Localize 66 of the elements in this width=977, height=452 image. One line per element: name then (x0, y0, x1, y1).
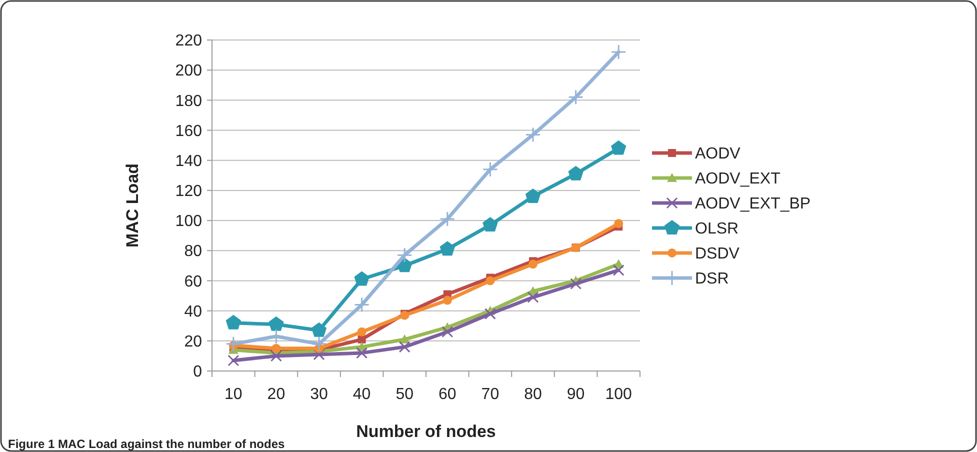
caption: Figure 1 MAC Load against the number of nodes (8, 437, 286, 451)
legend-label: AODV_EXT (695, 170, 781, 188)
point (396, 247, 412, 263)
point (482, 162, 498, 178)
point (356, 347, 368, 359)
x-tick-label: 90 (566, 386, 585, 403)
point (358, 335, 366, 344)
point (228, 354, 240, 366)
x-tick-label: 30 (310, 386, 328, 403)
legend-label: AODV_EXT_BP (695, 196, 811, 213)
point (482, 217, 498, 232)
point (525, 127, 541, 143)
point (611, 140, 626, 155)
point (357, 327, 366, 336)
x-tick-label: 50 (396, 386, 414, 403)
point (268, 316, 284, 331)
y-tick-label: 20 (184, 334, 202, 351)
point (525, 188, 541, 203)
x-tick-label: 20 (267, 386, 286, 403)
legend-label: DSR (695, 270, 729, 288)
point (268, 328, 284, 344)
y-tick-label: 120 (175, 183, 202, 200)
x-tick-label: 10 (224, 386, 242, 403)
point (313, 348, 325, 360)
x-tick-label: 70 (481, 386, 500, 403)
y-tick-label: 220 (175, 32, 202, 50)
point (528, 260, 538, 269)
x-tick-label: 60 (438, 386, 456, 403)
y-tick-label: 200 (175, 62, 202, 80)
y-tick-label: 160 (175, 122, 202, 140)
x-axis-title: Number of nodes (356, 422, 496, 441)
point (568, 89, 584, 105)
point (311, 336, 327, 352)
point (612, 264, 624, 276)
legend-label: DSDV (695, 246, 740, 263)
point (440, 211, 456, 227)
point (311, 322, 327, 337)
point (226, 314, 241, 330)
y-tick-label: 100 (175, 213, 202, 230)
point (570, 278, 582, 290)
point (614, 219, 624, 228)
y-tick-label: 140 (175, 152, 202, 170)
y-tick-label: 180 (175, 92, 202, 110)
point (398, 341, 410, 353)
x-tick-label: 40 (352, 386, 371, 403)
point (354, 297, 370, 313)
point (486, 276, 495, 286)
point (568, 166, 584, 180)
point (270, 350, 282, 362)
y-tick-label: 40 (184, 303, 202, 320)
x-tick-label: 80 (524, 386, 542, 403)
x-tick-label: 100 (605, 386, 632, 403)
point (484, 308, 496, 320)
point (442, 296, 452, 305)
point (442, 326, 454, 338)
y-tick-label: 80 (184, 243, 202, 260)
point (354, 271, 370, 286)
y-tick-label: 0 (193, 364, 202, 381)
legend-label: AODV (695, 146, 741, 163)
legend-label: OLSR (695, 220, 739, 238)
y-tick-label: 60 (184, 273, 202, 290)
point (226, 336, 242, 352)
point (440, 241, 455, 256)
point (527, 292, 539, 304)
point (610, 44, 626, 60)
y-axis-title: MAC Load (123, 163, 142, 248)
